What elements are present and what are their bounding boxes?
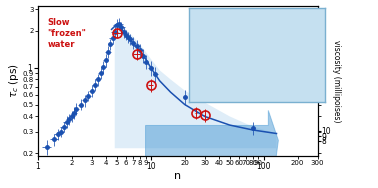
Y-axis label: viscosity (millipoises): viscosity (millipoises)	[332, 40, 341, 122]
Polygon shape	[115, 23, 277, 148]
Polygon shape	[146, 110, 278, 188]
X-axis label: n: n	[174, 171, 181, 181]
Y-axis label: $\tau_c$ (ps): $\tau_c$ (ps)	[7, 63, 21, 98]
Text: Slow
"frozen"
water: Slow "frozen" water	[48, 18, 87, 49]
Text: "fast"
water: "fast" water	[273, 83, 301, 103]
